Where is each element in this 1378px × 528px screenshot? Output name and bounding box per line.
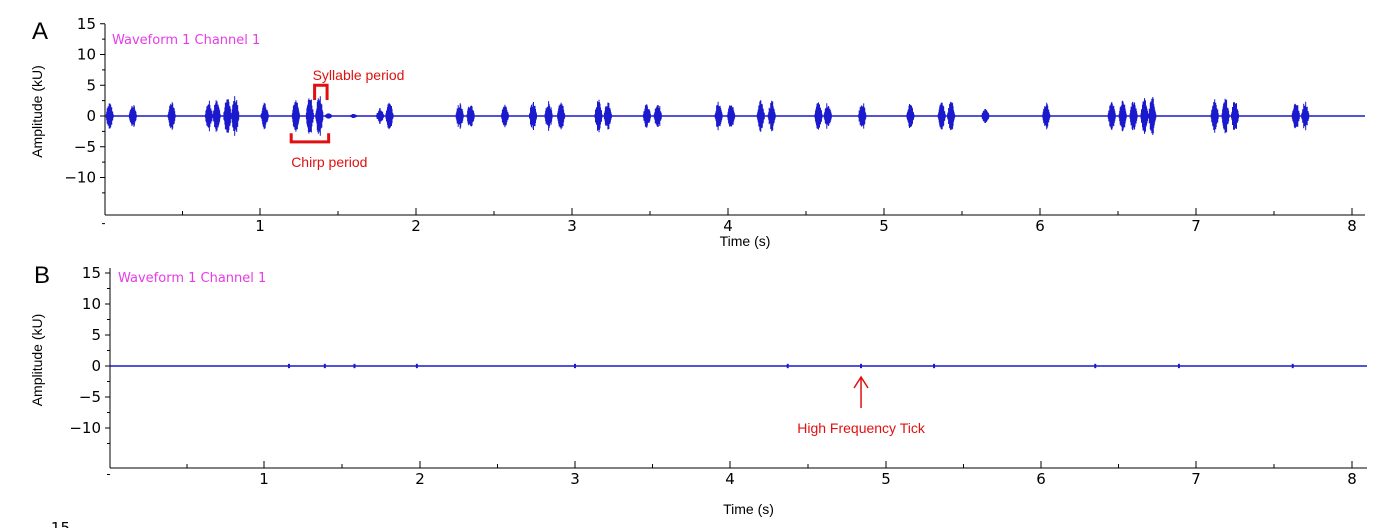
chirp-burst (1107, 102, 1116, 130)
chirp-burst (291, 100, 300, 132)
y-tick-label: −5 (79, 388, 101, 406)
chirp-burst (727, 105, 736, 127)
chirp-burst (1221, 98, 1230, 134)
chirp-burst (260, 102, 269, 130)
chirp-period-label: Chirp period (291, 154, 367, 170)
next-panel-partial-tick-label: 15 (51, 519, 70, 528)
y-tick-label: 10 (77, 46, 96, 64)
chirp-burst (1210, 99, 1219, 133)
chirp-burst (376, 108, 385, 124)
chirp-burst (767, 100, 776, 132)
x-tick-label: 6 (1036, 470, 1046, 488)
chirp-burst (466, 105, 475, 127)
chirp-burst (823, 103, 832, 129)
waveform-title: Waveform 1 Channel 1 (118, 271, 266, 286)
chirp-burst (1301, 101, 1310, 131)
y-tick-label: −5 (74, 138, 96, 156)
chirp-burst (212, 100, 221, 132)
x-tick-label: 1 (259, 470, 269, 488)
x-tick-label: 6 (1035, 217, 1045, 235)
x-tick-label: 7 (1191, 470, 1201, 488)
y-tick-label: 15 (77, 15, 96, 33)
y-tick-label: −10 (69, 419, 101, 437)
panel-letter: A (32, 18, 48, 45)
y-tick-label: −10 (64, 169, 96, 187)
x-tick-label: 2 (411, 217, 421, 235)
chirp-burst (544, 101, 553, 131)
y-tick-label: 5 (86, 76, 96, 94)
tick-arrow (853, 375, 869, 408)
chirp-burst (167, 102, 176, 130)
chirp-burst (1118, 100, 1127, 132)
x-tick-label: 1 (255, 217, 265, 235)
x-tick-label: 2 (415, 470, 425, 488)
chirp-burst (653, 105, 662, 127)
chirp-burst (1140, 98, 1149, 134)
y-tick-label: 0 (86, 107, 96, 125)
syllable-period-label: Syllable period (313, 67, 405, 83)
x-tick-label: 4 (723, 217, 733, 235)
chirp-burst (231, 96, 240, 136)
tick-annotation-label: High Frequency Tick (797, 420, 926, 436)
chirp-burst (128, 105, 137, 127)
x-axis-label: Time (s) (723, 501, 774, 517)
panel-letter: B (34, 262, 50, 289)
chirp-burst (642, 104, 651, 128)
chirp-burst (1148, 97, 1157, 135)
chirp-burst (714, 101, 723, 131)
chirp-burst (324, 113, 333, 119)
x-tick-label: 8 (1347, 217, 1357, 235)
chirp-burst (1231, 102, 1239, 130)
chirp-burst (315, 96, 324, 136)
chirp-burst (906, 104, 915, 128)
chirp-burst (814, 102, 823, 130)
chirp-burst (1291, 103, 1300, 129)
panel-b: B 15 10 5 0 −5 −10 1 2 3 4 5 6 7 8 Time (s) Amplitude (k… (29, 262, 1367, 517)
x-tick-label: 8 (1347, 470, 1357, 488)
chirp-burst (105, 103, 114, 129)
chirp-burst (557, 102, 566, 130)
chirp-burst (500, 104, 509, 128)
chirp-burst (204, 100, 213, 132)
y-tick-label: 0 (91, 357, 101, 375)
x-tick-label: 4 (725, 470, 735, 488)
chirp-burst (981, 109, 990, 123)
syllable-period-bracket (313, 83, 329, 101)
x-tick-label: 3 (567, 217, 577, 235)
chirp-burst (385, 102, 394, 130)
panel-a: A 15 10 5 0 −5 −10 1 2 3 4 5 6 7 8 Time (s) Amplitude (k… (29, 15, 1365, 249)
chirp-burst (756, 100, 765, 132)
chirp-burst (305, 98, 314, 134)
chirp-burst (594, 99, 603, 133)
chirp-burst (223, 99, 232, 133)
y-axis-label: Amplitude (kU) (29, 314, 45, 407)
x-tick-label: 5 (879, 217, 889, 235)
chirp-burst (455, 103, 464, 129)
chirp-burst (349, 114, 358, 118)
chirp-period-bracket (289, 133, 331, 144)
x-tick-label: 7 (1191, 217, 1201, 235)
chirp-burst (858, 103, 867, 129)
chirp-burst (529, 102, 537, 130)
y-axis-label: Amplitude (kU) (29, 65, 45, 158)
chirp-burst (603, 102, 612, 130)
y-tick-label: 10 (82, 295, 101, 313)
y-tick-label: 15 (82, 264, 101, 282)
x-tick-label: 3 (570, 470, 580, 488)
chirp-burst (947, 101, 956, 131)
y-tick-label: 5 (91, 326, 101, 344)
x-tick-label: 5 (881, 470, 891, 488)
x-axis-label: Time (s) (720, 233, 771, 249)
chirp-burst (1129, 101, 1138, 131)
waveform-title: Waveform 1 Channel 1 (112, 33, 260, 48)
chirp-burst (937, 102, 946, 130)
chirp-burst (1042, 102, 1051, 130)
